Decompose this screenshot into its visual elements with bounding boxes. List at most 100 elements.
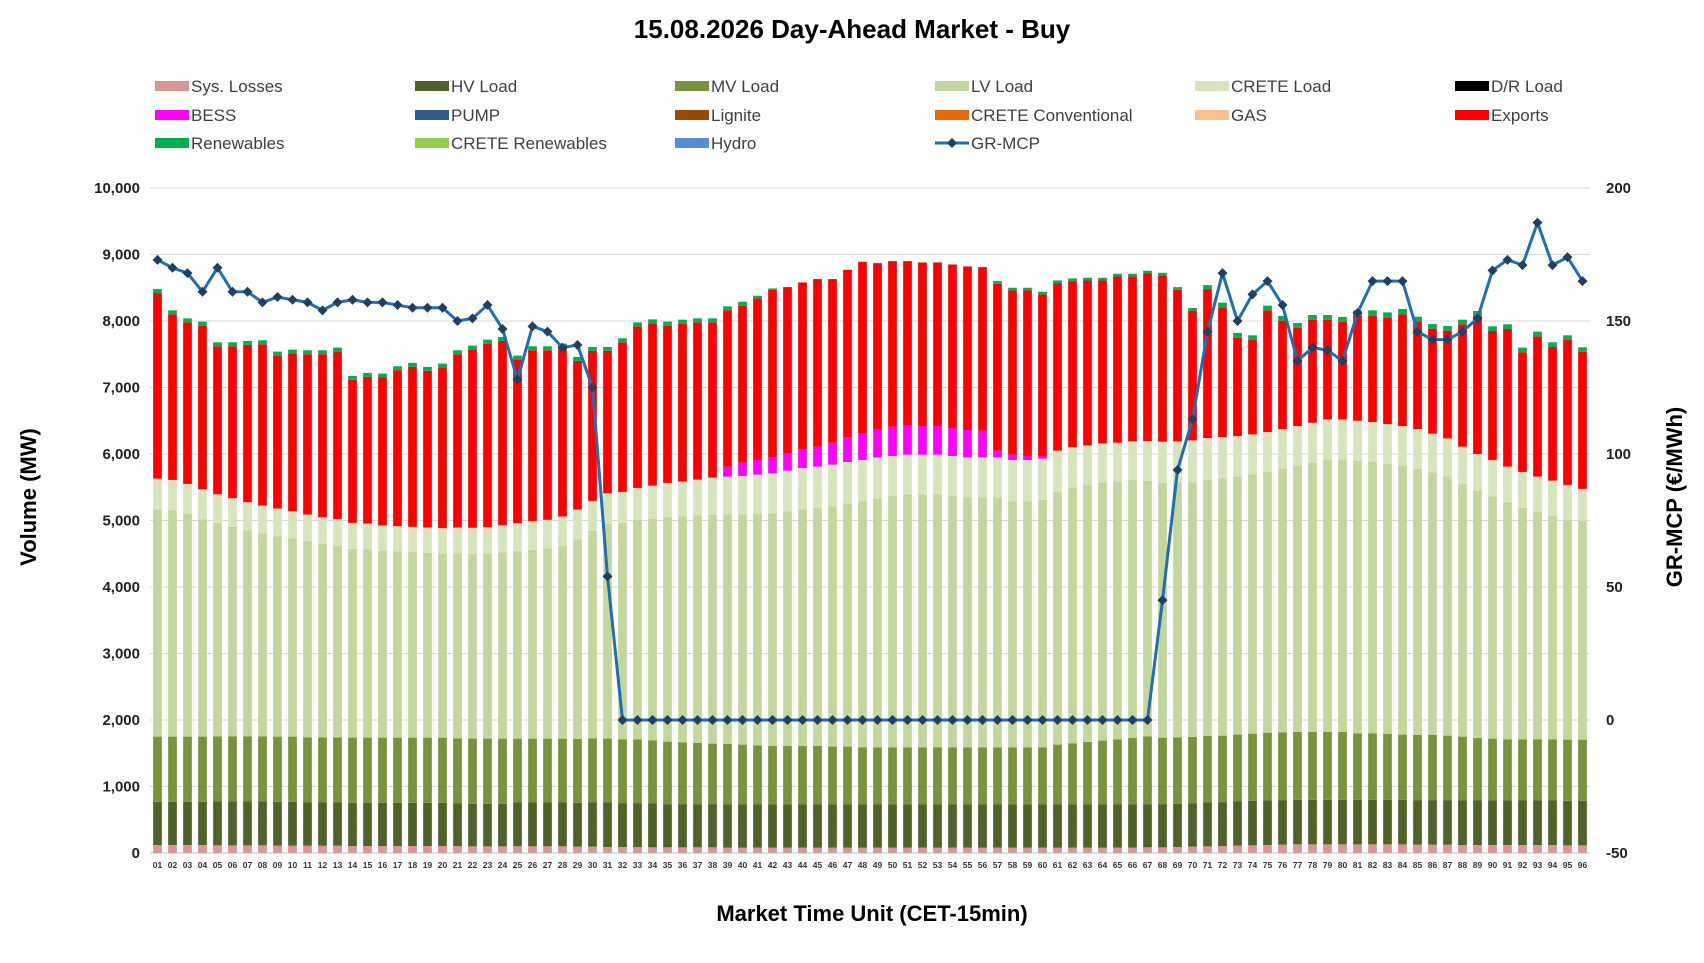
x-tick-label: 60 bbox=[1038, 860, 1048, 870]
gr-mcp-point bbox=[1397, 276, 1408, 287]
bar-mv-load bbox=[1428, 734, 1437, 801]
x-tick-label: 26 bbox=[528, 860, 538, 870]
x-tick-label: 23 bbox=[483, 860, 493, 870]
x-tick-label: 52 bbox=[918, 860, 928, 870]
bar-lv-load bbox=[783, 511, 792, 746]
y-tick-label: 1,000 bbox=[102, 779, 140, 796]
bar-crete-load bbox=[1248, 434, 1257, 475]
bar-mv-load bbox=[1368, 733, 1377, 800]
legend-item-hv-load: HV Load bbox=[415, 77, 517, 96]
bar-exports bbox=[1353, 315, 1362, 421]
x-tick-label: 11 bbox=[303, 860, 312, 870]
bar-exports bbox=[1188, 310, 1197, 441]
legend-item-crete-load: CRETE Load bbox=[1195, 77, 1331, 96]
bar-hv-load bbox=[1113, 804, 1122, 848]
bar-lv-load bbox=[738, 514, 747, 745]
bar-exports bbox=[1173, 289, 1182, 442]
bar-lv-load bbox=[528, 549, 537, 739]
gr-mcp-point bbox=[542, 326, 553, 337]
gr-mcp-point bbox=[872, 715, 883, 725]
gr-mcp-point bbox=[992, 715, 1003, 725]
x-tick-label: 86 bbox=[1428, 860, 1438, 870]
bar-bess bbox=[873, 429, 882, 458]
bar-lv-load bbox=[1308, 462, 1317, 732]
bar-mv-load bbox=[333, 737, 342, 803]
x-tick-label: 45 bbox=[813, 860, 823, 870]
bar-mv-load bbox=[693, 742, 702, 805]
bar-mv-load bbox=[573, 738, 582, 803]
y-tick-label: 5,000 bbox=[102, 513, 140, 530]
bar-exports bbox=[288, 353, 297, 512]
bar-crete-load bbox=[393, 526, 402, 552]
bar-crete-load bbox=[213, 494, 222, 524]
x-tick-label: 53 bbox=[933, 860, 943, 870]
bar-exports bbox=[228, 346, 237, 499]
bar-bess bbox=[783, 453, 792, 471]
legend-label: CRETE Renewables bbox=[451, 134, 607, 153]
bar-mv-load bbox=[273, 736, 282, 802]
bar-crete-load bbox=[1098, 443, 1107, 483]
bar-mv-load bbox=[153, 736, 162, 802]
bar-hv-load bbox=[978, 804, 987, 848]
bar-sys-losses bbox=[993, 847, 1002, 853]
bar-hv-load bbox=[228, 801, 237, 846]
bar-renewables bbox=[288, 349, 297, 354]
bar-crete-load bbox=[378, 525, 387, 551]
gr-mcp-point bbox=[887, 715, 898, 725]
bar-mv-load bbox=[363, 737, 372, 803]
legend-swatch bbox=[1195, 110, 1229, 120]
bar-crete-load bbox=[633, 487, 642, 520]
bar-exports bbox=[483, 343, 492, 528]
gr-mcp-point bbox=[1322, 345, 1333, 356]
bar-hv-load bbox=[1053, 804, 1062, 848]
bar-crete-load bbox=[1518, 471, 1527, 508]
gr-mcp-point bbox=[1187, 414, 1198, 425]
bar-lv-load bbox=[1173, 482, 1182, 738]
bar-hv-load bbox=[933, 804, 942, 848]
bar-crete-load bbox=[1068, 447, 1077, 488]
bar-exports bbox=[1038, 294, 1047, 456]
bar-renewables bbox=[1188, 308, 1197, 311]
bar-hv-load bbox=[378, 802, 387, 847]
gr-mcp-point bbox=[1157, 595, 1168, 606]
x-tick-label: 89 bbox=[1473, 860, 1483, 870]
x-tick-label: 67 bbox=[1143, 860, 1153, 870]
bar-hv-load bbox=[1488, 800, 1497, 846]
bar-exports bbox=[1008, 290, 1017, 455]
y-axis-title: Volume (MW) bbox=[16, 428, 41, 566]
x-tick-label: 47 bbox=[843, 860, 853, 870]
x-tick-label: 28 bbox=[558, 860, 568, 870]
gr-mcp-point bbox=[212, 262, 223, 273]
bar-crete-load bbox=[753, 474, 762, 514]
bar-crete-load bbox=[423, 527, 432, 553]
bar-lv-load bbox=[1383, 463, 1392, 734]
bar-lv-load bbox=[888, 495, 897, 748]
bar-hv-load bbox=[1068, 804, 1077, 848]
bar-crete-load bbox=[858, 459, 867, 502]
gr-mcp-point bbox=[1457, 326, 1468, 337]
bar-crete-load bbox=[408, 526, 417, 553]
bar-exports bbox=[1098, 280, 1107, 444]
bar-lv-load bbox=[378, 550, 387, 738]
x-tick-label: 40 bbox=[738, 860, 748, 870]
x-tick-label: 56 bbox=[978, 860, 988, 870]
bar-lv-load bbox=[453, 553, 462, 739]
bar-crete-load bbox=[768, 473, 777, 514]
bar-hv-load bbox=[753, 804, 762, 848]
bar-sys-losses bbox=[858, 847, 867, 853]
bar-exports bbox=[363, 376, 372, 524]
bar-crete-load bbox=[528, 521, 537, 550]
x-tick-label: 74 bbox=[1248, 860, 1258, 870]
bar-renewables bbox=[1248, 335, 1257, 340]
bar-lv-load bbox=[993, 497, 1002, 748]
bar-lv-load bbox=[1548, 515, 1557, 740]
bar-mv-load bbox=[1203, 735, 1212, 803]
bar-hv-load bbox=[918, 804, 927, 848]
bar-exports bbox=[528, 350, 537, 522]
bar-exports bbox=[348, 379, 357, 523]
bar-exports bbox=[423, 370, 432, 528]
gr-mcp-point bbox=[797, 715, 808, 725]
bar-sys-losses bbox=[363, 846, 372, 853]
bar-renewables bbox=[1518, 347, 1527, 353]
bar-renewables bbox=[648, 319, 657, 324]
